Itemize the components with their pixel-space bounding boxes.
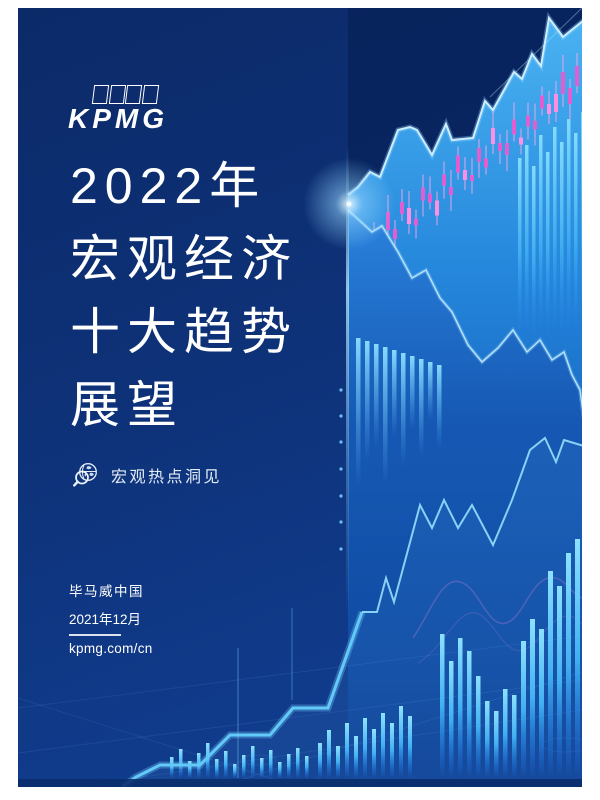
website-url: kpmg.com/cn bbox=[69, 640, 153, 656]
publish-date: 2021年12月 bbox=[69, 612, 142, 627]
title-line: 宏观经济 bbox=[70, 231, 298, 287]
logo-square bbox=[91, 85, 109, 104]
logo-square bbox=[124, 85, 142, 104]
cover-page: KPMG 2022年 宏观经济 十大趋势 展望 宏观热点洞见 bbox=[18, 8, 582, 787]
publisher-name: 毕马威中国 bbox=[69, 584, 144, 599]
title-line: 十大趋势 bbox=[70, 304, 298, 360]
kpmg-logo: KPMG bbox=[68, 85, 168, 133]
kpmg-logo-text: KPMG bbox=[68, 103, 168, 134]
title-line: 展望 bbox=[70, 377, 184, 433]
globe-magnifier-icon bbox=[73, 463, 97, 487]
logo-square bbox=[141, 85, 159, 104]
financial-chart-illustration bbox=[18, 8, 582, 787]
cover-footer: 毕马威中国 2021年12月 kpmg.com/cn bbox=[69, 580, 153, 656]
footer-divider bbox=[69, 634, 121, 636]
series-badge: 宏观热点洞见 bbox=[72, 461, 222, 489]
title-line: 2022年 bbox=[70, 158, 267, 214]
kpmg-logo-squares bbox=[91, 85, 168, 104]
cover-title: 2022年 宏观经济 十大趋势 展望 bbox=[70, 150, 298, 442]
logo-square bbox=[108, 85, 126, 104]
series-badge-label: 宏观热点洞见 bbox=[111, 469, 223, 486]
